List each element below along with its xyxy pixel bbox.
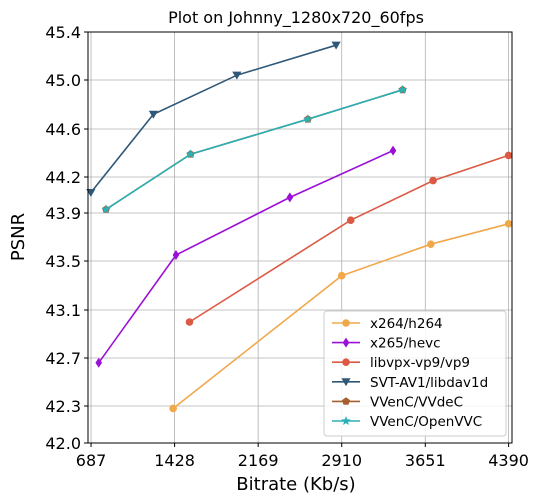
legend-entry: VVenC/VVdeC (332, 394, 463, 410)
y-tick-label: 42.7 (45, 349, 81, 368)
legend-entry: SVT-AV1/libdav1d (332, 375, 488, 391)
series-line (98, 149, 394, 364)
legend-swatch-marker (342, 358, 350, 367)
y-tick-label: 44.6 (45, 120, 81, 139)
legend-swatch-marker (341, 416, 351, 425)
y-tick-label: 43.9 (45, 204, 81, 223)
legend-swatch-marker (342, 397, 350, 405)
x-tick-label: 2169 (238, 451, 279, 470)
legend-entry: x265/hevc (332, 336, 441, 352)
legend-label: x264/h264 (370, 316, 443, 332)
data-point (429, 176, 437, 185)
legend-label: VVenC/OpenVVC (370, 414, 482, 430)
legend-entry: VVenC/OpenVVC (332, 414, 482, 430)
data-point (185, 318, 194, 326)
series-vvenc-vvdec (102, 85, 407, 213)
data-point (86, 189, 96, 197)
x-tick-label: 3651 (405, 451, 446, 470)
x-tick-label: 2910 (321, 451, 362, 470)
x-axis-ticks: 687 1428 2169 2910 3651 4390 (76, 443, 529, 470)
legend-entry: libvpx-vp9/vp9 (332, 355, 470, 371)
series-vvenc-openvvc (101, 84, 408, 214)
series-layer (86, 41, 513, 413)
data-point (286, 192, 294, 203)
series-line (90, 44, 337, 194)
y-tick-label: 43.1 (45, 301, 81, 320)
series-line (105, 89, 403, 211)
legend-label: libvpx-vp9/vp9 (370, 355, 470, 371)
data-point (148, 110, 159, 119)
data-point (397, 84, 408, 94)
legend-label: SVT-AV1/libdav1d (370, 375, 488, 391)
series-x265-hevc (95, 145, 397, 368)
legend-label: x265/hevc (370, 336, 441, 352)
data-point (172, 250, 180, 260)
data-point (303, 114, 313, 124)
y-axis-title: PSNR (8, 213, 29, 261)
x-tick-label: 1428 (154, 451, 195, 470)
series-svt-av1-libdav1d (86, 41, 341, 197)
grid-lines (88, 31, 512, 444)
data-point (331, 41, 341, 50)
y-tick-label: 45.0 (45, 71, 81, 90)
y-tick-label: 42.0 (45, 434, 81, 453)
legend: x264/h264 x265/hevc libvpx-vp9/vp9 SVT-AV1/… (323, 310, 507, 437)
data-point (101, 204, 111, 214)
data-point (427, 240, 435, 248)
data-point (337, 271, 346, 280)
data-point (346, 216, 355, 224)
y-tick-label: 44.2 (45, 168, 81, 187)
data-point (504, 151, 513, 160)
y-tick-label: 42.3 (45, 397, 81, 416)
y-tick-label: 45.4 (45, 23, 81, 42)
y-tick-label: 43.5 (45, 252, 81, 271)
legend-box (323, 310, 507, 437)
series-line (105, 89, 403, 211)
data-point (504, 220, 513, 228)
data-point (389, 145, 397, 156)
plot-frame (87, 31, 513, 444)
legend-swatch-marker (342, 319, 350, 327)
series-line (189, 154, 509, 323)
x-tick-label: 687 (76, 451, 107, 470)
data-point (185, 149, 196, 159)
x-tick-label: 4390 (488, 451, 529, 470)
data-point (232, 71, 242, 80)
legend-label: VVenC/VVdeC (370, 394, 463, 410)
x-axis-title: Bitrate (Kb/s) (236, 474, 355, 495)
legend-entry: x264/h264 (332, 316, 443, 332)
data-point (95, 357, 103, 368)
legend-swatch-marker (342, 337, 350, 348)
chart-title: Plot on Johnny_1280x720_60fps (168, 8, 424, 28)
series-x264-h264 (169, 220, 513, 413)
legend-swatch-marker (341, 378, 351, 387)
data-point (169, 404, 177, 413)
y-axis-ticks: 42.0 42.3 42.7 43.1 43.5 43.9 44.2 44.6 45.0 45.4 (45, 23, 88, 453)
series-libvpx-vp9-vp9 (185, 151, 513, 326)
series-line (172, 223, 509, 410)
